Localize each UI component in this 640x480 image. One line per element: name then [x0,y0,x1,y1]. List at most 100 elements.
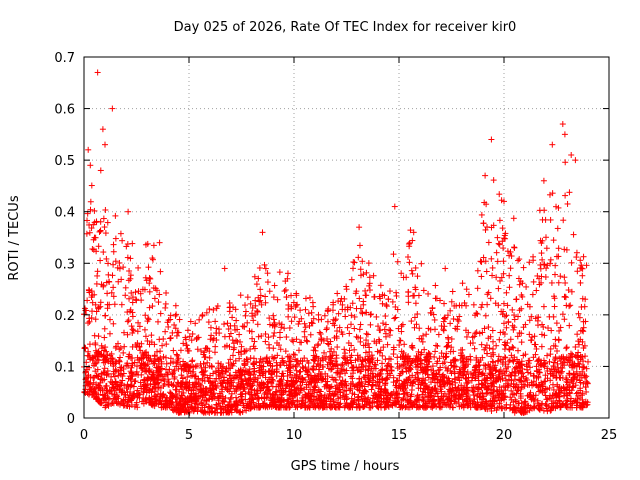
data-point [325,305,332,312]
data-point [366,282,373,289]
data-point [115,340,122,347]
data-point [236,355,243,362]
data-point [247,300,254,307]
data-point [454,316,461,323]
data-point [363,337,370,344]
data-point [252,311,259,318]
data-point [514,347,521,354]
data-point [348,276,355,283]
data-point [448,298,455,305]
data-point [474,267,481,274]
data-point [211,349,218,356]
data-point [502,342,509,349]
data-point [270,294,277,301]
data-point [276,269,283,276]
data-point [368,386,375,393]
data-point [116,259,123,266]
data-point [111,301,118,308]
data-point [95,304,102,311]
data-point [257,292,264,299]
data-point [205,319,212,326]
data-point [254,308,261,315]
data-point [577,279,584,286]
data-point [263,355,270,362]
data-point [356,242,363,249]
data-point [379,352,386,359]
data-point [162,304,169,311]
data-point [154,318,161,325]
data-point [338,362,345,369]
data-point [262,299,269,306]
data-point [256,298,263,305]
data-point [492,362,499,369]
data-point [401,341,408,348]
data-point [463,333,470,340]
data-point [104,367,111,374]
data-point [355,334,362,341]
data-point [363,330,370,337]
data-point [365,260,372,267]
data-point [500,300,507,307]
data-point [503,289,510,296]
data-point [559,311,566,318]
data-point [554,348,561,355]
data-point [504,302,511,309]
chart-title: Day 025 of 2026, Rate Of TEC Index for r… [174,20,517,35]
data-point [478,273,485,280]
data-point [351,313,358,320]
data-point [423,331,430,338]
data-point [574,268,581,275]
data-point [149,255,156,262]
data-point [538,250,545,257]
data-point [252,297,259,304]
data-point [278,321,285,328]
data-point [421,346,428,353]
data-point [258,301,265,308]
data-point [167,335,174,342]
data-point [499,238,506,245]
data-point [144,337,151,344]
data-point [174,379,181,386]
data-point [418,260,425,267]
data-point [515,275,522,282]
data-point [376,327,383,334]
data-point [112,212,119,219]
data-point [577,257,584,264]
data-point [227,330,234,337]
data-point [579,338,586,345]
data-point [561,293,568,300]
data-point [91,207,98,214]
data-point [495,240,502,247]
data-point [302,295,309,302]
data-point [398,270,405,277]
data-point [323,325,330,332]
data-point [488,255,495,262]
data-point [580,253,587,260]
data-point [335,310,342,317]
data-point [350,259,357,266]
data-point [229,337,236,344]
data-point [544,352,551,359]
data-point [557,273,564,280]
data-points [81,69,591,416]
data-point [282,348,289,355]
data-point [242,312,249,319]
data-point [398,328,405,335]
data-point [296,318,303,325]
data-point [561,316,568,323]
data-point [301,333,308,340]
data-point [281,288,288,295]
data-point [119,237,126,244]
data-point [315,341,322,348]
data-point [329,307,336,314]
data-point [324,335,331,342]
data-point [110,248,117,255]
data-point [451,302,458,309]
data-point [121,343,128,350]
data-point [309,320,316,327]
data-point [310,315,317,322]
data-point [226,333,233,340]
data-point [237,292,244,299]
data-point [150,242,157,249]
data-point [413,321,420,328]
